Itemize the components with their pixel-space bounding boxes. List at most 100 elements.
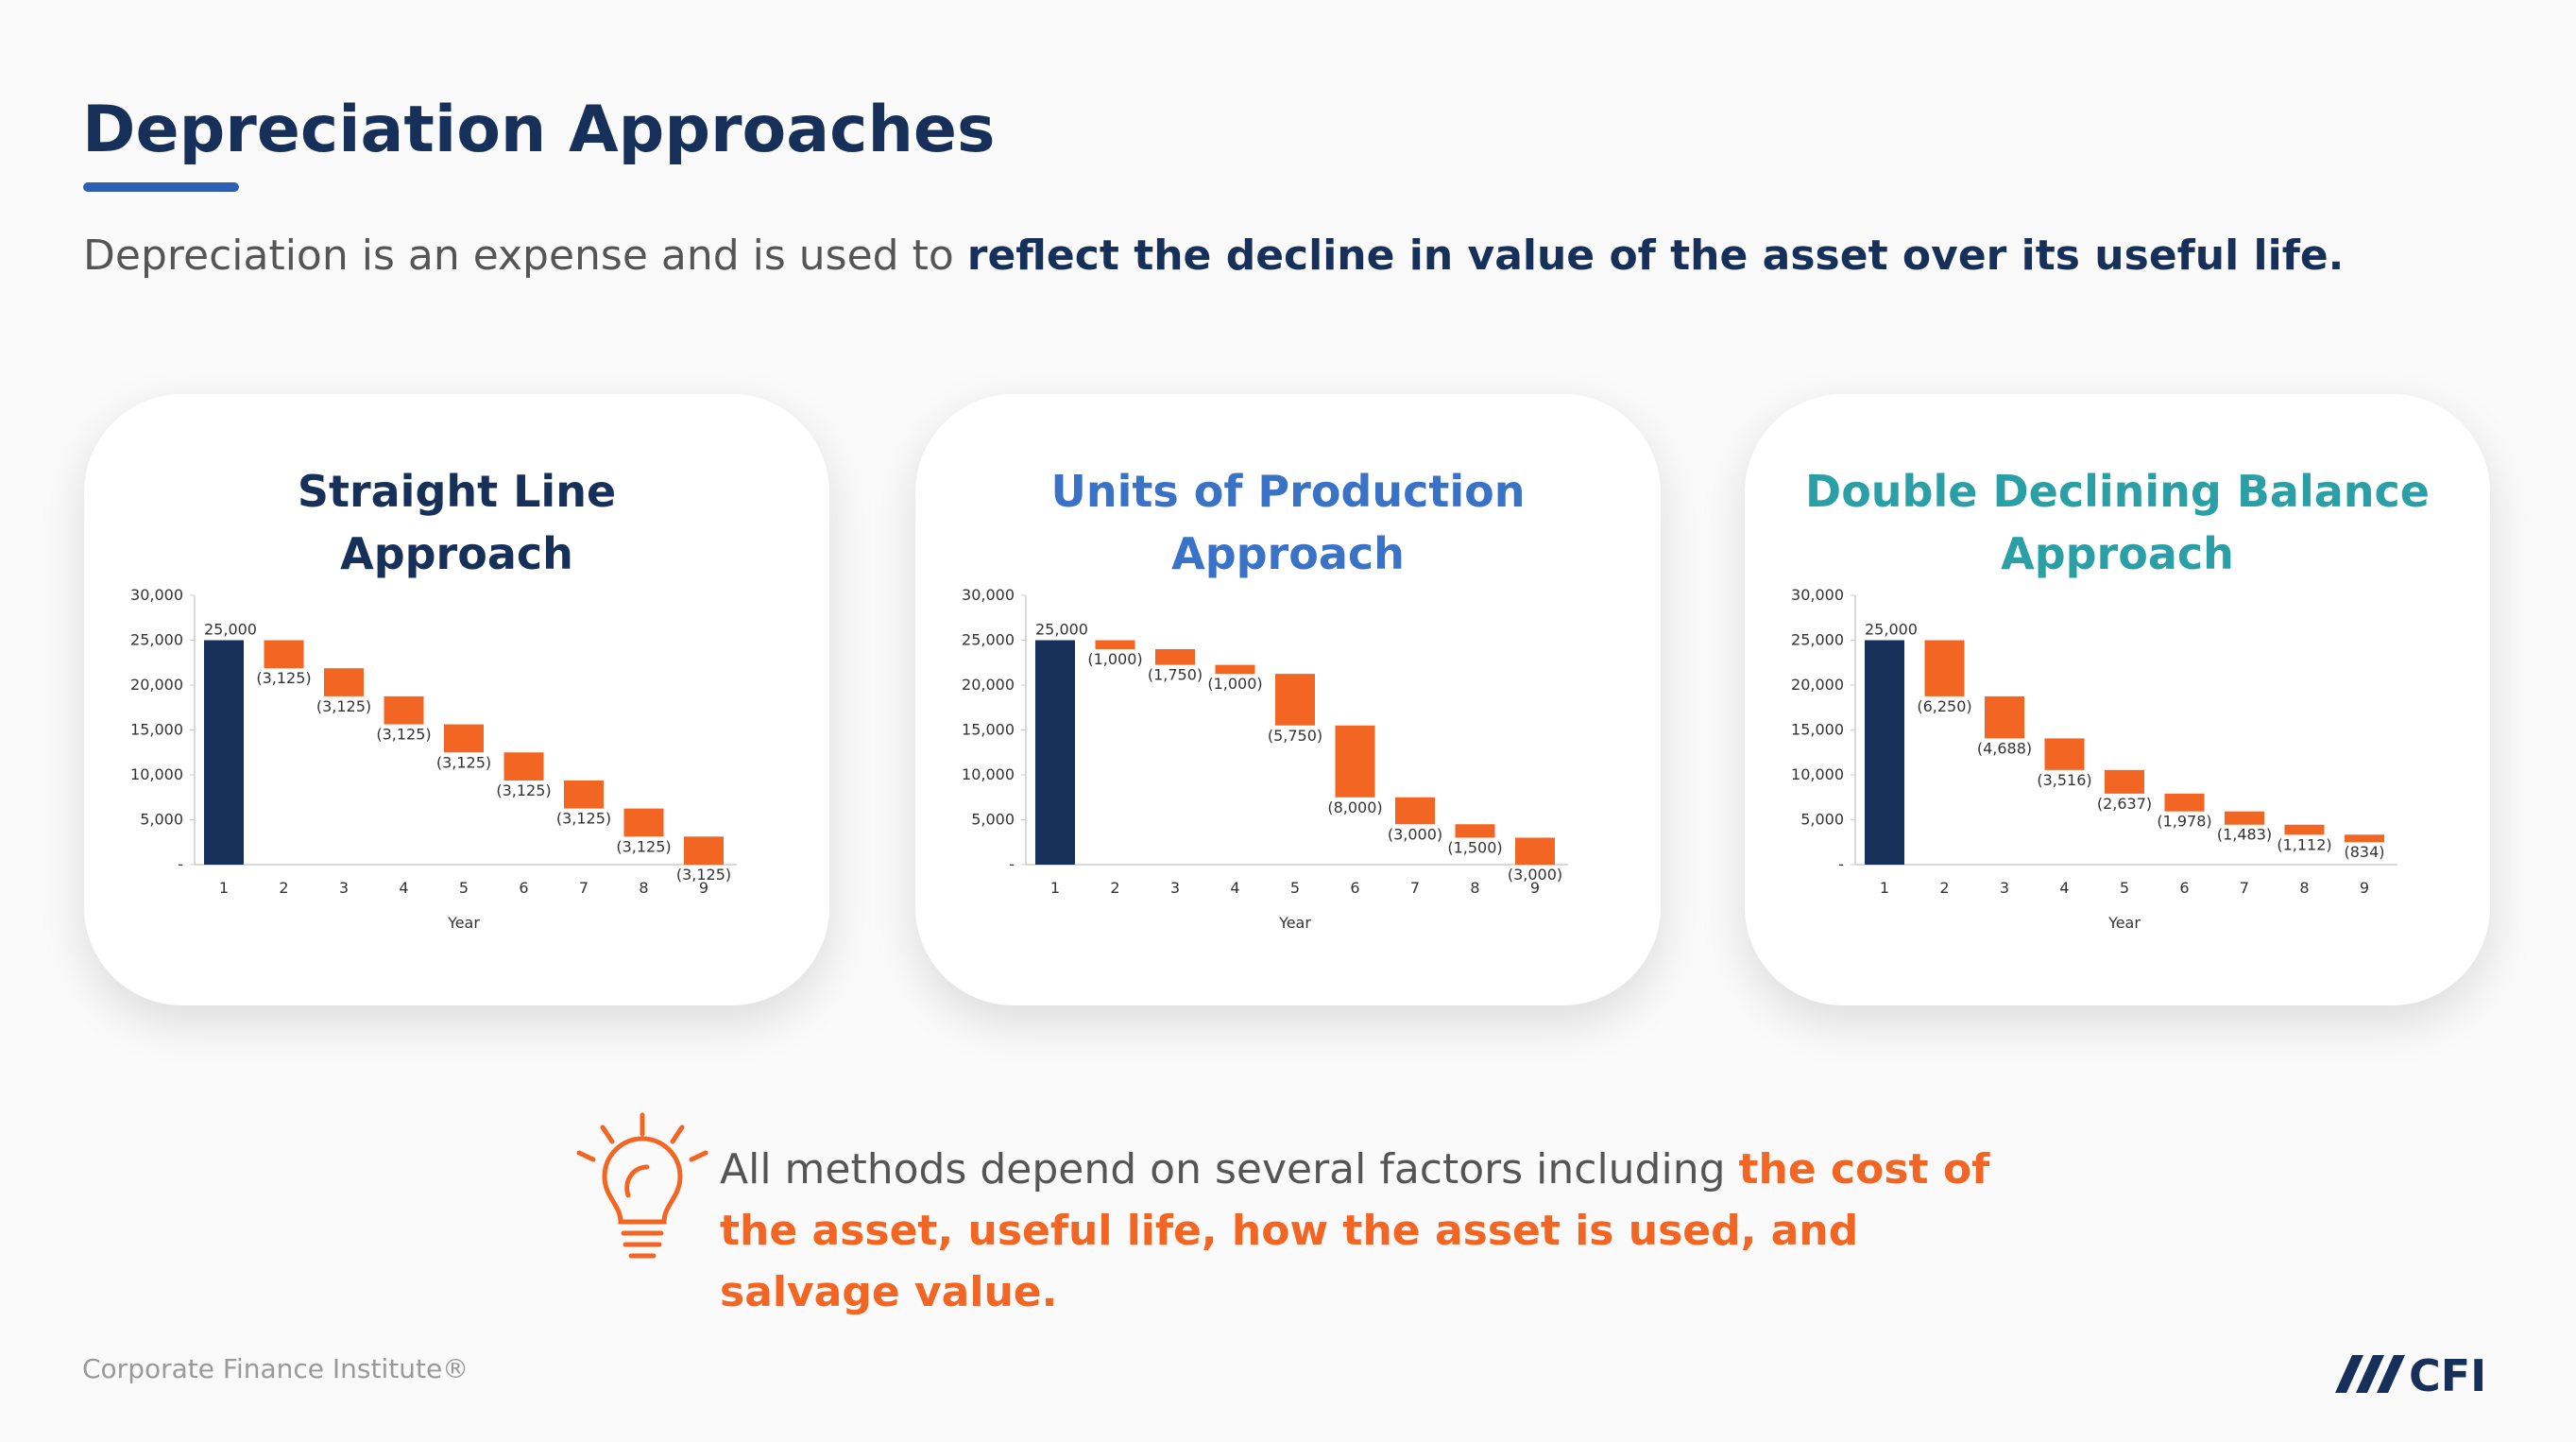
note: All methods depend on several factors in…: [720, 1139, 2042, 1323]
chart: - 5,000 10,000 15,000 20,000 25,000 30,000 25,0…: [1791, 586, 2397, 932]
value-label: (3,125): [436, 753, 491, 771]
bar: [1924, 640, 1965, 696]
y-tick-label: 5,000: [971, 811, 1015, 829]
y-tick-label: -: [1009, 855, 1015, 873]
x-axis-label: Year: [1278, 914, 1311, 932]
bar: [264, 640, 304, 669]
y-tick-label: 5,000: [140, 811, 183, 829]
x-tick-label: 8: [639, 879, 648, 897]
subtitle-bold: reflect the decline in value of the asse…: [966, 232, 2345, 280]
x-tick-label: 3: [339, 879, 349, 897]
y-tick-label: 25,000: [962, 631, 1015, 649]
x-tick-label: 6: [2179, 879, 2189, 897]
x-tick-label: 5: [2120, 879, 2129, 897]
note-plain: All methods depend on several factors in…: [720, 1145, 1739, 1193]
y-tick-label: -: [1838, 855, 1844, 873]
y-tick-label: 30,000: [130, 586, 183, 604]
bar: [623, 808, 664, 837]
x-tick-label: 9: [699, 879, 708, 897]
value-label: (2,637): [2097, 795, 2152, 813]
value-label: (1,750): [1148, 666, 1203, 684]
chart: - 5,000 10,000 15,000 20,000 25,000 30,000 25,0…: [130, 586, 737, 932]
x-tick-label: 5: [1290, 879, 1300, 897]
chart-title: Straight Line Approach: [297, 466, 617, 579]
value-label: (1,000): [1087, 650, 1142, 668]
value-label: (4,688): [1977, 739, 2032, 757]
footer: Corporate Finance Institute®: [82, 1353, 469, 1384]
value-label: 25,000: [204, 621, 257, 639]
value-label: (1,000): [1207, 675, 1262, 693]
slide-title: Depreciation Approaches: [82, 93, 996, 167]
value-label: (1,483): [2217, 826, 2272, 844]
x-tick-label: 1: [219, 879, 229, 897]
bar: [1515, 837, 1555, 865]
y-tick-label: 30,000: [962, 586, 1015, 604]
chart-title: Double Declining Balance Approach: [1805, 466, 2430, 579]
x-tick-label: 7: [1410, 879, 1420, 897]
value-label: 25,000: [1035, 621, 1088, 639]
chart-card: Units of Production Approach - 5,000 10,000…: [915, 394, 1661, 1005]
y-tick-label: 10,000: [1791, 765, 1844, 783]
lightbulb-icon: [576, 1112, 708, 1259]
x-tick-label: 4: [2059, 879, 2069, 897]
bar: [684, 836, 724, 865]
value-label: (3,125): [256, 669, 311, 687]
bar: [1395, 797, 1435, 825]
chart-card: Straight Line Approach - 5,000 10,000 15,000…: [84, 394, 829, 1005]
bar: [1865, 640, 1904, 865]
value-label: (8,000): [1327, 798, 1382, 816]
y-tick-label: 5,000: [1800, 811, 1844, 829]
logo-text: CFI: [2409, 1350, 2486, 1400]
x-tick-label: 1: [1050, 879, 1060, 897]
bar: [2105, 769, 2144, 794]
bar: [384, 695, 424, 725]
bar: [1215, 664, 1255, 675]
x-tick-label: 2: [279, 879, 288, 897]
value-label: (3,125): [616, 837, 671, 855]
bar: [2044, 738, 2085, 770]
bar: [2225, 811, 2264, 825]
bar: [1985, 695, 2024, 739]
value-label: (3,125): [316, 697, 371, 715]
bar: [1095, 640, 1135, 649]
value-label: (834): [2344, 843, 2384, 861]
subtitle: Depreciation is an expense and is used t…: [83, 232, 2344, 280]
x-tick-label: 8: [2299, 879, 2309, 897]
x-tick-label: 6: [1350, 879, 1359, 897]
bar: [503, 752, 544, 781]
bar: [2164, 793, 2205, 812]
value-label: (3,125): [376, 726, 431, 744]
bar: [1035, 640, 1075, 865]
subtitle-plain: Depreciation is an expense and is used t…: [83, 232, 967, 280]
x-tick-label: 4: [1230, 879, 1239, 897]
chart-card: Double Declining Balance Approach - 5,000 1…: [1745, 394, 2490, 1005]
y-tick-label: 20,000: [130, 676, 183, 694]
x-tick-label: 2: [1110, 879, 1119, 897]
value-label: (1,978): [2157, 813, 2211, 831]
x-tick-label: 3: [2000, 879, 2009, 897]
x-tick-label: 5: [459, 879, 469, 897]
chart-title: Units of Production Approach: [1050, 466, 1526, 579]
bar: [204, 640, 244, 865]
value-label: (3,125): [556, 810, 611, 828]
x-tick-label: 7: [2240, 879, 2249, 897]
x-axis-label: Year: [447, 914, 480, 932]
bar: [1455, 824, 1495, 838]
bar: [2284, 824, 2325, 835]
bar: [1155, 649, 1195, 665]
x-tick-label: 9: [2360, 879, 2369, 897]
value-label: (3,000): [1508, 866, 1562, 884]
y-tick-label: 10,000: [130, 765, 183, 783]
y-tick-label: 20,000: [962, 676, 1015, 694]
value-label: (1,500): [1447, 839, 1502, 857]
x-tick-label: 2: [1939, 879, 1949, 897]
x-tick-label: 8: [1470, 879, 1479, 897]
y-tick-label: 15,000: [130, 721, 183, 739]
x-tick-label: 1: [1880, 879, 1889, 897]
value-label: (3,000): [1388, 825, 1442, 843]
y-tick-label: 30,000: [1791, 586, 1844, 604]
value-label: (6,250): [1917, 697, 1971, 715]
bar: [324, 668, 364, 696]
x-tick-label: 7: [579, 879, 589, 897]
y-tick-label: 25,000: [130, 631, 183, 649]
